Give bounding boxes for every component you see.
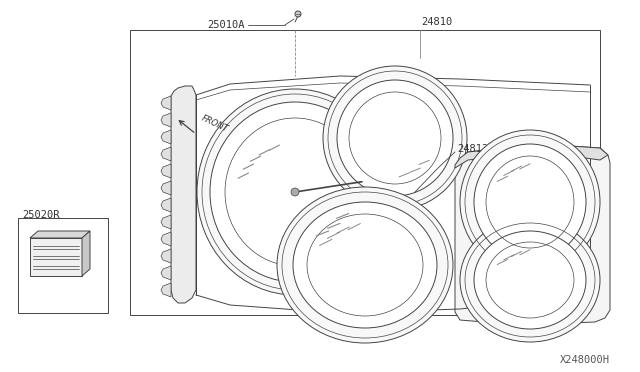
Polygon shape bbox=[161, 181, 171, 195]
Text: X248000H: X248000H bbox=[560, 355, 610, 365]
Text: 24810: 24810 bbox=[421, 17, 452, 27]
Ellipse shape bbox=[337, 80, 453, 196]
Polygon shape bbox=[161, 283, 171, 297]
Polygon shape bbox=[30, 231, 90, 238]
Polygon shape bbox=[82, 231, 90, 276]
Text: FRONT: FRONT bbox=[200, 114, 230, 134]
Ellipse shape bbox=[474, 231, 586, 329]
Ellipse shape bbox=[210, 102, 380, 282]
Circle shape bbox=[291, 188, 299, 196]
Text: 25010A: 25010A bbox=[207, 20, 245, 30]
Ellipse shape bbox=[197, 89, 393, 295]
Ellipse shape bbox=[277, 187, 453, 343]
Ellipse shape bbox=[460, 218, 600, 342]
Polygon shape bbox=[161, 266, 171, 280]
Polygon shape bbox=[171, 86, 196, 303]
Ellipse shape bbox=[293, 202, 437, 328]
Ellipse shape bbox=[474, 144, 586, 260]
Polygon shape bbox=[161, 96, 171, 110]
Polygon shape bbox=[161, 130, 171, 144]
Bar bbox=[18, 218, 108, 313]
Polygon shape bbox=[161, 113, 171, 127]
Polygon shape bbox=[161, 249, 171, 263]
Bar bbox=[130, 30, 600, 315]
Ellipse shape bbox=[323, 66, 467, 210]
Polygon shape bbox=[161, 232, 171, 246]
Text: 25020R: 25020R bbox=[22, 210, 60, 220]
Polygon shape bbox=[161, 215, 171, 229]
Ellipse shape bbox=[460, 130, 600, 274]
Text: 24813: 24813 bbox=[457, 144, 488, 154]
Polygon shape bbox=[161, 164, 171, 178]
Polygon shape bbox=[161, 147, 171, 161]
Ellipse shape bbox=[295, 11, 301, 17]
Polygon shape bbox=[455, 144, 608, 168]
Polygon shape bbox=[30, 238, 82, 276]
Polygon shape bbox=[161, 198, 171, 212]
Polygon shape bbox=[455, 144, 610, 325]
